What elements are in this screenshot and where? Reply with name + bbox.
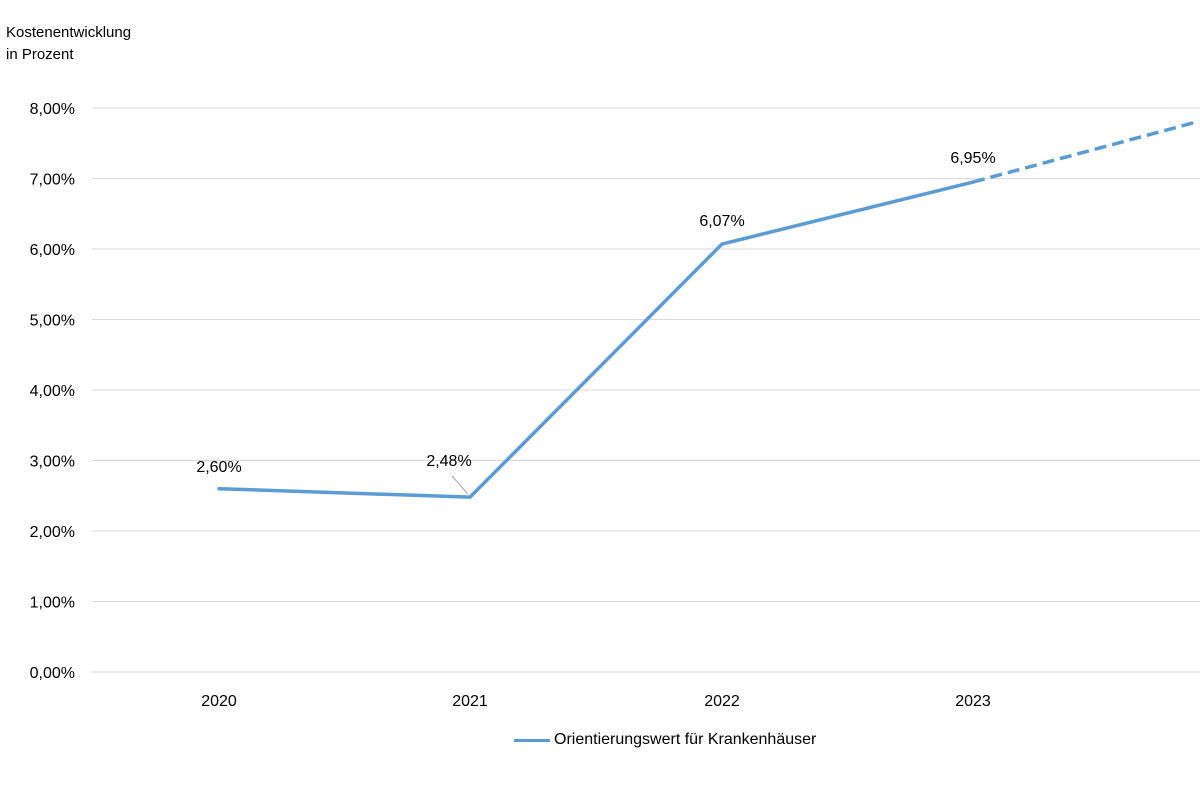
y-tick-label-2: 2,00%: [30, 524, 75, 541]
y-axis-title: Kostenentwicklung in Prozent: [6, 22, 131, 66]
y-tick-label-7: 7,00%: [30, 172, 75, 189]
leader-line-2021: [451, 475, 469, 495]
data-label-2023: 6,95%: [950, 150, 995, 167]
legend-label: Orientierungswert für Krankenhäuser: [554, 731, 817, 748]
x-tick-label-2021: 2021: [452, 693, 488, 710]
y-tick-label-6: 6,00%: [30, 242, 75, 259]
y-tick-label-8: 8,00%: [30, 101, 75, 118]
series-line: [217, 180, 975, 499]
legend-swatch: [514, 738, 550, 742]
y-axis-title-line-2: in Prozent: [6, 46, 74, 63]
y-axis-title-line-1: Kostenentwicklung: [6, 24, 132, 41]
legend: Orientierungswert für Krankenhäuser: [514, 728, 816, 752]
series-projection-line: [972, 120, 1197, 184]
data-label-2020: 2,60%: [196, 459, 241, 476]
x-tick-label-2020: 2020: [201, 693, 237, 710]
y-tick-label-0: 0,00%: [30, 665, 75, 682]
y-tick-label-3: 3,00%: [30, 454, 75, 471]
y-tick-label-5: 5,00%: [30, 313, 75, 330]
y-tick-label-4: 4,00%: [30, 383, 75, 400]
x-tick-label-2022: 2022: [704, 693, 740, 710]
y-tick-label-1: 1,00%: [30, 595, 75, 612]
data-label-2022: 6,07%: [699, 213, 744, 230]
data-label-2021: 2,48%: [426, 453, 471, 470]
x-tick-label-2023: 2023: [955, 693, 991, 710]
